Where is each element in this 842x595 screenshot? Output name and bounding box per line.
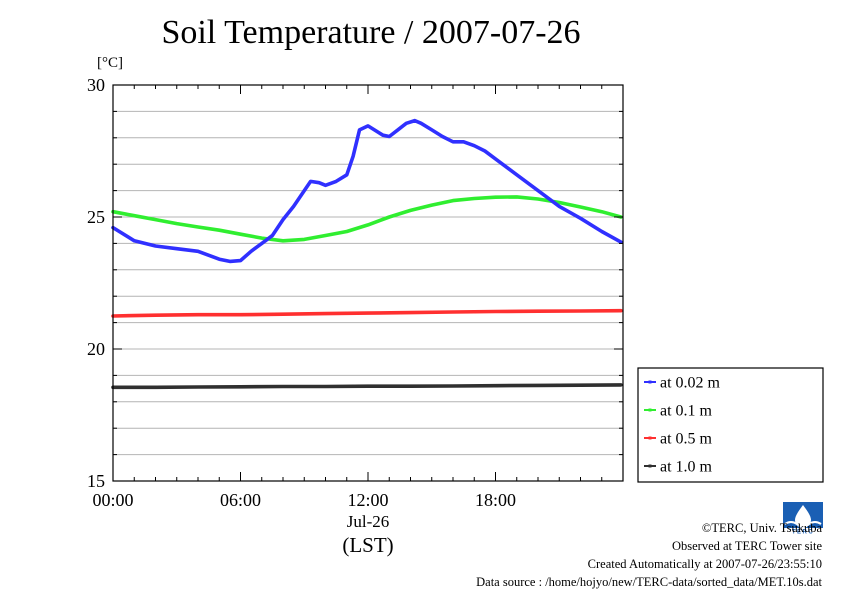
- axis-ticks: 15 20 25 30 00:00 06:00 12:00 18:00: [87, 75, 623, 510]
- legend-label: at 0.1 m: [660, 403, 713, 420]
- terc-logo-icon: TERC: [783, 502, 823, 534]
- data-source-text: Data source : /home/hojyo/new/TERC-data/…: [476, 575, 822, 589]
- legend-label: at 1.0 m: [660, 459, 713, 476]
- series-line: [111, 118, 623, 264]
- legend-box: [637, 367, 824, 483]
- copyright-text: ©TERC, Univ. Tsukuba: [701, 521, 822, 535]
- series-lines: [111, 118, 623, 390]
- y-tick-label: 25: [87, 207, 105, 227]
- x-tick-label: 00:00: [92, 490, 133, 510]
- legend: at 0.02 m at 0.1 m at 0.5 m at 1.0 m: [637, 367, 824, 483]
- series-line: [111, 308, 623, 318]
- x-tick-label: 18:00: [475, 490, 516, 510]
- y-tick-label: 20: [87, 339, 105, 359]
- y-tick-label: 30: [87, 75, 105, 95]
- svg-text:TERC: TERC: [792, 529, 814, 534]
- y-axis-unit-label: [°C]: [97, 55, 123, 71]
- x-axis-date-label: Jul-26: [346, 512, 390, 531]
- created-timestamp-text: Created Automatically at 2007-07-26/23:5…: [587, 557, 822, 571]
- y-tick-label: 15: [87, 471, 105, 491]
- x-axis-title: (LST): [342, 533, 394, 557]
- series-line: [111, 195, 623, 243]
- grid-lines: [113, 110, 623, 456]
- series-line: [111, 383, 623, 390]
- x-tick-label: 06:00: [220, 490, 261, 510]
- legend-label: at 0.02 m: [660, 375, 721, 392]
- observed-site-text: Observed at TERC Tower site: [671, 539, 822, 553]
- plot-frame: [112, 84, 624, 482]
- chart-title: Soil Temperature / 2007-07-26: [161, 14, 581, 51]
- x-tick-label: 12:00: [347, 490, 388, 510]
- legend-label: at 0.5 m: [660, 431, 713, 448]
